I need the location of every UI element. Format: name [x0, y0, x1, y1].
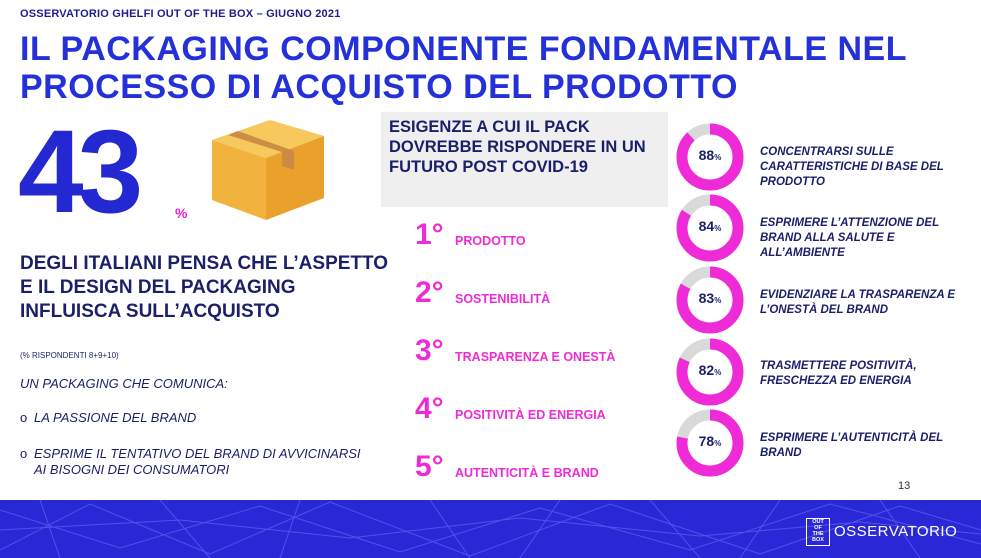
bullet-marker: o	[20, 410, 28, 425]
donut-unit: %	[714, 153, 722, 162]
donut-value: 83	[698, 290, 715, 306]
donut-arc	[676, 266, 744, 334]
needs-title-panel	[381, 112, 668, 207]
statistic-statement: DEGLI ITALIANI PENSA CHE L’ASPETTO E IL …	[20, 253, 389, 322]
ranking-label: AUTENTICITÀ E BRAND	[455, 466, 599, 480]
logo-mark-line: THE	[812, 531, 824, 537]
donut-description: EVIDENZIARE LA TRASPARENZA E L’ONESTÀ DE…	[760, 289, 956, 316]
big-statistic: 43	[18, 106, 143, 238]
logo-mark-line: BOX	[812, 537, 824, 543]
donut-chart: 82%	[676, 338, 744, 406]
page-number: 13	[898, 480, 911, 492]
donut-value-label: 83%	[676, 290, 744, 306]
logo-mark-line: OUT	[812, 519, 824, 525]
page-title: IL PACKAGING COMPONENTE FONDAMENTALE NEL…	[20, 30, 907, 106]
ranking-number: 4°	[415, 392, 444, 425]
footer-band	[0, 500, 981, 558]
donut-arc	[676, 409, 744, 477]
donut-unit: %	[714, 296, 722, 305]
bullet-marker: o	[20, 446, 28, 461]
donut-value-label: 84%	[676, 218, 744, 234]
report-kicker: OSSERVATORIO GHELFI OUT OF THE BOX – GIU…	[20, 8, 341, 20]
big-statistic-percent: %	[175, 205, 188, 221]
needs-title: ESIGENZE A CUI IL PACK DOVREBBE RISPONDE…	[389, 118, 646, 176]
donut-arc	[676, 194, 744, 262]
ranking-label: PRODOTTO	[455, 234, 526, 248]
footer-pattern	[0, 500, 981, 558]
donut-chart: 88%	[676, 123, 744, 191]
ranking-label: POSITIVITÀ ED ENERGIA	[455, 408, 606, 422]
donut-value-label: 78%	[676, 433, 744, 449]
packaging-intro: UN PACKAGING CHE COMUNICA:	[20, 376, 228, 391]
donut-arc	[676, 338, 744, 406]
donut-value: 82	[698, 362, 715, 378]
out-of-the-box-mark: OUT OF THE BOX	[806, 518, 830, 546]
donut-chart: 78%	[676, 409, 744, 477]
ranking-label: SOSTENIBILITÀ	[455, 292, 551, 306]
donut-value: 84	[698, 218, 715, 234]
donut-description: TRASMETTERE POSITIVITÀ, FRESCHEZZA ED EN…	[760, 360, 917, 387]
donut-unit: %	[714, 439, 722, 448]
donut-description: ESPRIMERE L’AUTENTICITÀ DEL BRAND	[760, 432, 943, 459]
donut-arc	[676, 123, 744, 191]
donut-chart: 84%	[676, 194, 744, 262]
ranking-number: 2°	[415, 276, 444, 309]
donut-unit: %	[714, 368, 722, 377]
donut-description: ESPRIMERE L’ATTENZIONE DEL BRAND ALLA SA…	[760, 217, 939, 259]
donut-value-label: 88%	[676, 147, 744, 163]
bullet-text: LA PASSIONE DEL BRAND	[34, 410, 197, 425]
donut-unit: %	[714, 224, 722, 233]
donut-value: 88	[698, 147, 715, 163]
logo-wordmark: OSSERVATORIO	[834, 523, 958, 540]
ranking-number: 5°	[415, 450, 444, 483]
donut-value: 78	[698, 433, 715, 449]
cardboard-box-icon	[212, 120, 324, 220]
ranking-label: TRASPARENZA E ONESTÀ	[455, 350, 616, 364]
ranking-number: 3°	[415, 334, 444, 367]
logo-mark-line: OF	[814, 525, 822, 531]
donut-chart: 83%	[676, 266, 744, 334]
donut-description: CONCENTRARSI SULLE CARATTERISTICHE DI BA…	[760, 146, 944, 188]
donut-value-label: 82%	[676, 362, 744, 378]
bullet-text: ESPRIME IL TENTATIVO DEL BRAND DI AVVICI…	[34, 446, 361, 477]
ranking-number: 1°	[415, 218, 444, 251]
respondents-note: (% RISPONDENTI 8+9+10)	[20, 351, 119, 360]
